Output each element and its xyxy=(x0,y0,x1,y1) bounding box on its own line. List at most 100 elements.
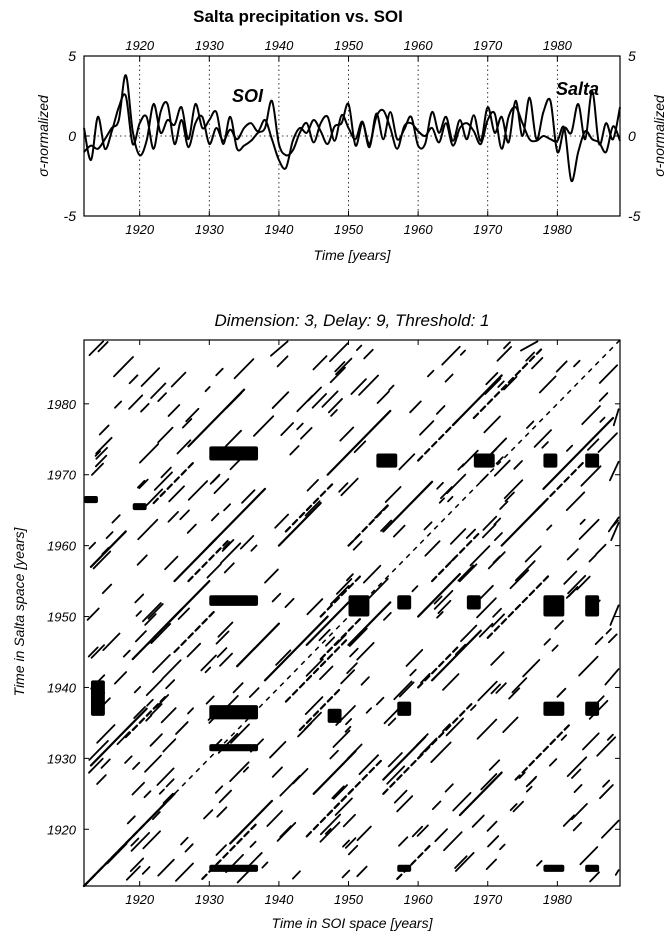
recurrence-line xyxy=(284,480,336,533)
recurrence-dash xyxy=(449,555,457,563)
recurrence-dash xyxy=(200,654,217,672)
recurrence-dash xyxy=(541,441,549,449)
recurrence-dash xyxy=(503,341,511,350)
y-tick-label: 0 xyxy=(68,128,76,144)
recurrence-dash xyxy=(113,671,128,685)
left-y-ticks: -5 0 5 xyxy=(64,48,89,224)
x-tick-label: 1920 xyxy=(125,892,155,907)
recurrence-dash xyxy=(597,432,618,453)
recurrence-dash xyxy=(275,649,292,666)
recurrence-dash xyxy=(225,391,243,410)
recurrence-dash xyxy=(526,420,535,429)
recurrence-dash xyxy=(311,393,327,409)
x-tick-label: 1920 xyxy=(125,38,155,53)
recurrence-dash xyxy=(454,855,468,869)
recurrence-dash xyxy=(508,687,521,700)
recurrence-dash xyxy=(477,680,498,702)
recurrence-dash xyxy=(471,814,485,828)
recurrence-dash xyxy=(440,486,453,500)
recurrence-dash xyxy=(324,827,332,835)
recurrence-line xyxy=(152,579,211,639)
recurrence-dash xyxy=(250,544,258,552)
recurrence-dash xyxy=(420,672,431,684)
recurrence-dash xyxy=(504,491,515,502)
recurrence-dash xyxy=(217,621,234,638)
recurrence-dash xyxy=(91,462,104,476)
recurrence-dash xyxy=(327,398,343,414)
recurrence-dash xyxy=(229,450,249,471)
recurrence-dash xyxy=(350,378,367,395)
recurrence-block xyxy=(132,503,147,511)
recurrence-dash xyxy=(524,545,542,563)
recurrence-dash xyxy=(306,479,319,492)
recurrence-dash xyxy=(122,649,131,658)
recurrence-dash xyxy=(405,648,424,667)
recurrence-dash xyxy=(312,355,328,371)
recurrence-line xyxy=(417,416,461,462)
recurrence-line xyxy=(458,771,503,817)
recurrence-dash xyxy=(134,630,147,643)
recurrence-dash xyxy=(546,524,553,531)
recurrence-dash xyxy=(95,436,113,455)
recurrence-block xyxy=(585,453,600,468)
recurrence-dash xyxy=(503,479,524,499)
recurrence-dash xyxy=(443,831,463,852)
recurrence-dash xyxy=(499,843,506,851)
recurrence-dash xyxy=(599,416,606,423)
recurrence-line xyxy=(486,572,552,639)
recurrence-line xyxy=(535,459,587,512)
recurrence-dash xyxy=(578,655,599,677)
recurrence-dash xyxy=(176,439,192,455)
recurrence-dash xyxy=(582,732,600,751)
recurrence-dash xyxy=(458,563,478,583)
y-axis-label-right: σ-normalized xyxy=(651,94,667,177)
recurrence-dash xyxy=(106,842,128,865)
recurrence-line xyxy=(208,487,267,547)
recurrence-line xyxy=(472,345,545,420)
recurrence-dash xyxy=(344,837,357,849)
recurrence-dash xyxy=(416,824,429,837)
recurrence-dash xyxy=(605,628,612,635)
recurrence-dash xyxy=(144,754,162,773)
recurrence-dash xyxy=(140,367,161,387)
recurrence-dash xyxy=(146,698,154,707)
recurrence-plot: Dimension: 3, Delay: 9, Threshold: 1 192… xyxy=(11,311,621,931)
recurrence-dash xyxy=(157,392,167,403)
recurrence-dash xyxy=(554,619,564,630)
recurrence-block xyxy=(543,453,558,468)
recurrence-dash xyxy=(318,628,331,642)
recurrence-dash xyxy=(452,791,472,812)
recurrence-dash xyxy=(94,450,101,457)
recurrence-dash xyxy=(96,774,107,785)
timeseries-chart: Salta precipitation vs. SOI 1920 1930 1940… xyxy=(35,7,667,263)
recurrence-dash xyxy=(186,642,202,658)
recurrence-dash xyxy=(296,422,304,431)
recurrence-points xyxy=(82,339,621,888)
recurrence-dash xyxy=(253,415,275,437)
recurrence-line xyxy=(284,636,350,703)
recurrence-dash xyxy=(97,341,109,353)
recurrence-dash xyxy=(90,644,105,659)
recurrence-dash xyxy=(513,460,523,470)
recurrence-dash xyxy=(483,415,501,434)
recurrence-dash xyxy=(87,646,99,658)
recurrence-dash xyxy=(222,541,231,550)
recurrence-dash xyxy=(218,789,232,804)
recurrence-block xyxy=(327,708,342,723)
x-tick-label: 1970 xyxy=(473,222,503,237)
recurrence-dash xyxy=(331,785,345,799)
recurrence-dash xyxy=(319,821,341,843)
recurrence-dash xyxy=(342,839,350,848)
recurrence-dash xyxy=(345,718,353,726)
recurrence-block xyxy=(466,595,481,610)
recurrence-dash xyxy=(393,680,413,701)
recurrence-dash xyxy=(356,344,363,351)
recurrence-block xyxy=(543,701,565,716)
recurrence-dash xyxy=(94,454,108,468)
recurrence-dash xyxy=(215,844,227,856)
recurrence-dash xyxy=(556,687,567,698)
recurrence-dash xyxy=(601,819,620,839)
recurrence-dash xyxy=(96,724,116,744)
x-tick-label: 1980 xyxy=(543,222,573,237)
